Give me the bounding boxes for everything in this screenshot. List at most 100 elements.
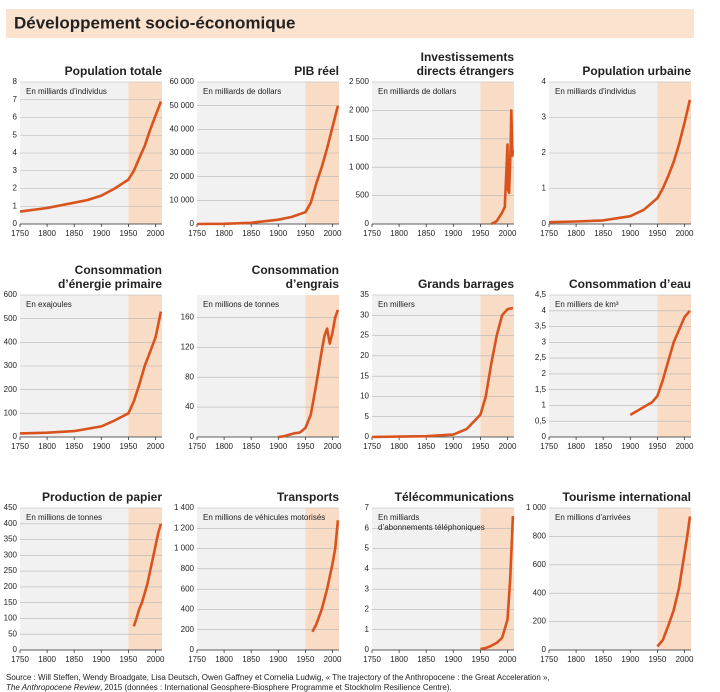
x-tick-label: 1900 — [444, 229, 462, 238]
chart-title: Population totale — [65, 64, 163, 78]
y-tick-label: 400 — [4, 337, 18, 346]
y-tick-label: 35 — [360, 290, 369, 299]
x-tick-label: 1800 — [38, 229, 56, 238]
y-tick-label: 3 — [542, 113, 547, 122]
x-tick-label: 1950 — [471, 655, 489, 664]
unit-label: En exajoules — [26, 300, 72, 309]
data-line — [548, 99, 692, 224]
unit-label: En milliers — [378, 300, 415, 309]
data-line — [132, 523, 163, 627]
unit-label: En milliards de dollars — [203, 87, 281, 96]
chart-title: Grands barrages — [418, 277, 514, 291]
x-tick-label: 2000 — [676, 655, 694, 664]
x-tick-label: 1850 — [242, 229, 260, 238]
x-tick-label: 1750 — [188, 442, 206, 451]
x-tick-label: 1750 — [363, 229, 381, 238]
y-tick-label: 1 — [13, 201, 18, 210]
x-tick-label: 1800 — [38, 442, 56, 451]
x-tick-label: 1900 — [621, 229, 639, 238]
y-tick-label: 0 — [13, 645, 18, 654]
x-tick-label: 2000 — [147, 229, 165, 238]
y-tick-label: 600 — [533, 560, 547, 569]
x-tick-label: 1850 — [65, 229, 83, 238]
x-tick-label: 1950 — [648, 655, 666, 664]
x-tick-label: 1800 — [390, 229, 408, 238]
y-tick-label: 15 — [360, 371, 369, 380]
y-tick-label: 10 000 — [170, 195, 195, 204]
y-tick-label: 2 — [13, 184, 18, 193]
x-tick-label: 1750 — [11, 655, 29, 664]
data-line — [196, 105, 340, 226]
y-tick-label: 0 — [542, 645, 547, 654]
x-tick-label: 1750 — [540, 442, 558, 451]
y-tick-label: 5 — [13, 130, 18, 139]
x-tick-label: 1900 — [621, 655, 639, 664]
x-tick-label: 1950 — [119, 229, 137, 238]
x-tick-label: 1750 — [11, 229, 29, 238]
y-tick-label: 400 — [4, 519, 18, 528]
x-tick-label: 1900 — [269, 655, 287, 664]
y-tick-label: 1 — [542, 184, 547, 193]
chart-title: Production de papier — [42, 490, 162, 504]
y-tick-label: 7 — [13, 95, 18, 104]
x-tick-label: 1750 — [540, 229, 558, 238]
data-line — [629, 309, 691, 417]
footer-source-2: The Anthropocene Review, 2015 (données :… — [6, 683, 452, 692]
y-tick-label: 800 — [181, 564, 195, 573]
x-tick-label: 1900 — [621, 442, 639, 451]
x-tick-label: 1800 — [215, 655, 233, 664]
y-tick-label: 7 — [365, 503, 370, 512]
x-tick-label: 1850 — [594, 655, 612, 664]
y-tick-label: 10 — [360, 392, 369, 401]
x-tick-label: 1950 — [471, 442, 489, 451]
y-tick-label: 1,5 — [535, 385, 547, 394]
y-tick-label: 4 — [365, 564, 370, 573]
unit-label: En milliards d’individus — [555, 87, 636, 96]
y-tick-label: 2,5 — [535, 353, 547, 362]
x-tick-label: 1850 — [417, 229, 435, 238]
highlight-period — [657, 508, 691, 650]
y-tick-label: 120 — [181, 342, 195, 351]
x-tick-label: 2000 — [324, 229, 342, 238]
y-tick-label: 0 — [190, 219, 195, 228]
y-tick-label: 150 — [4, 598, 18, 607]
highlight-period — [657, 295, 691, 437]
footer-source: Source : Will Steffen, Wendy Broadgate, … — [6, 673, 550, 682]
unit-label: En millions de tonnes — [26, 513, 102, 522]
y-tick-label: 2 500 — [349, 77, 370, 86]
y-tick-label: 4 — [542, 77, 547, 86]
x-tick-label: 1800 — [567, 655, 585, 664]
x-tick-label: 1750 — [540, 655, 558, 664]
y-tick-label: 1 000 — [526, 503, 547, 512]
footer-line2: , 2015 (données : International Geospher… — [100, 683, 452, 692]
unit-label: En millions d’arrivées — [555, 513, 631, 522]
x-tick-label: 1800 — [567, 229, 585, 238]
y-tick-label: 200 — [4, 385, 18, 394]
x-tick-label: 1800 — [390, 442, 408, 451]
y-tick-label: 4,5 — [535, 290, 547, 299]
x-tick-label: 2000 — [147, 442, 165, 451]
y-tick-label: 3 — [13, 166, 18, 175]
x-tick-label: 2000 — [676, 442, 694, 451]
y-tick-label: 50 — [8, 629, 17, 638]
y-tick-label: 1 000 — [174, 544, 195, 553]
x-tick-label: 1850 — [242, 655, 260, 664]
unit-label: En milliards d’individus — [26, 87, 107, 96]
highlight-period — [305, 508, 339, 650]
y-tick-label: 2 — [542, 148, 547, 157]
chart-title: Télécommunications — [395, 490, 515, 504]
x-tick-label: 1850 — [417, 655, 435, 664]
data-line — [19, 101, 163, 213]
x-tick-label: 1950 — [119, 442, 137, 451]
x-tick-label: 1850 — [65, 655, 83, 664]
y-tick-label: 50 000 — [170, 101, 195, 110]
footer-line1: Source : Will Steffen, Wendy Broadgate, … — [6, 673, 550, 682]
y-tick-label: 80 — [185, 372, 194, 381]
x-tick-label: 2000 — [324, 442, 342, 451]
x-tick-label: 2000 — [147, 655, 165, 664]
y-tick-label: 300 — [4, 550, 18, 559]
x-tick-label: 2000 — [324, 655, 342, 664]
x-tick-label: 2000 — [676, 229, 694, 238]
y-tick-label: 600 — [181, 584, 195, 593]
data-line — [278, 309, 340, 439]
